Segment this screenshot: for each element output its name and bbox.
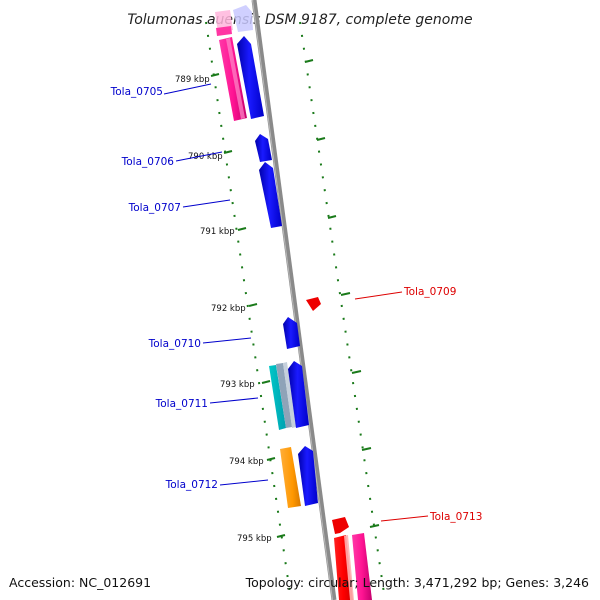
gene-label-tola-0712[interactable]: Tola_0712: [165, 479, 218, 491]
gene-cyan-0711[interactable]: [269, 362, 296, 430]
tick-791: [237, 227, 247, 231]
gene-label-tola-0707[interactable]: Tola_0707: [128, 202, 181, 214]
gene-pink-0713[interactable]: [352, 533, 372, 600]
scale-label-791: 791 kbp: [200, 227, 235, 237]
leader-0712: [219, 479, 269, 486]
leader-0705: [163, 83, 212, 95]
gene-labels: Tola_0705 Tola_0706 Tola_0707 Tola_0709 …: [110, 86, 483, 523]
leader-0709: [354, 291, 403, 300]
leader-0706: [175, 151, 223, 162]
scale-label-790: 790 kbp: [188, 152, 223, 162]
accession-text: Accession: NC_012691: [9, 575, 152, 590]
gene-red-0709[interactable]: [306, 297, 321, 311]
scale-label-789: 789 kbp: [175, 75, 210, 85]
tick-790: [223, 150, 233, 154]
genes: [215, 5, 372, 600]
leader-0707: [182, 199, 231, 208]
tick-792: [248, 303, 258, 307]
scale-label-793: 793 kbp: [220, 380, 255, 390]
gene-blue-0706[interactable]: [255, 134, 272, 162]
gene-label-tola-0711[interactable]: Tola_0711: [155, 398, 208, 410]
left-major-ticks: [210, 73, 286, 538]
gene-pink-0705[interactable]: [219, 37, 247, 121]
gene-blue-0711[interactable]: [288, 361, 309, 428]
genome-backbone: [251, 0, 337, 600]
tick-789: [210, 73, 220, 77]
topology-text: Topology: circular; Length: 3,471,292 bp…: [245, 575, 589, 590]
gene-label-tola-0710[interactable]: Tola_0710: [148, 338, 201, 350]
gene-blue-0710[interactable]: [283, 317, 300, 349]
gene-label-tola-0706[interactable]: Tola_0706: [121, 156, 175, 168]
genome-backbone-highlight: [252, 0, 333, 600]
tick-794: [266, 457, 276, 461]
gene-orange-0712[interactable]: [280, 447, 301, 508]
right-scale-guide: [299, 21, 386, 600]
map-title: Tolumonas auensis DSM 9187, complete gen…: [127, 12, 472, 28]
tick-793: [261, 380, 271, 384]
gene-label-tola-0709[interactable]: Tola_0709: [403, 286, 456, 298]
label-leaders: [163, 83, 429, 522]
gene-label-tola-0705[interactable]: Tola_0705: [110, 86, 163, 98]
leader-0713: [380, 515, 429, 522]
tick-795: [276, 534, 286, 538]
gene-blue-0707[interactable]: [259, 162, 282, 228]
leader-0710: [202, 337, 252, 344]
scale-label-795: 795 kbp: [237, 534, 272, 544]
scale-label-792: 792 kbp: [211, 304, 246, 314]
leader-0711: [209, 397, 259, 404]
gene-blue-0712[interactable]: [298, 446, 318, 506]
right-major-ticks: [304, 59, 380, 528]
gene-label-tola-0713[interactable]: Tola_0713: [429, 511, 482, 523]
gene-blue-0705[interactable]: [237, 36, 264, 119]
gene-red-0713[interactable]: [332, 517, 354, 600]
gene-fragment-top: [215, 5, 253, 36]
scale-label-794: 794 kbp: [229, 457, 264, 467]
